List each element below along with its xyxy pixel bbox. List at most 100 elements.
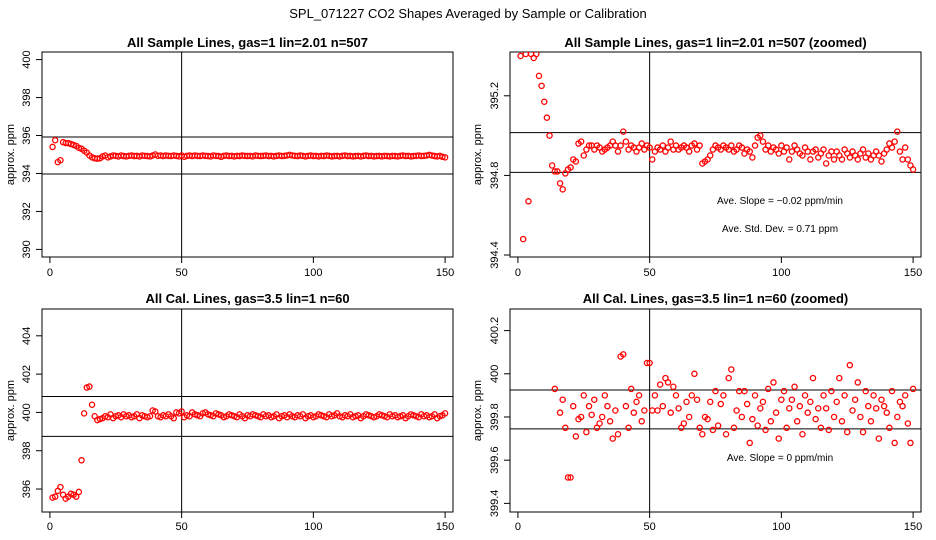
data-point bbox=[909, 166, 917, 173]
data-point bbox=[598, 413, 606, 421]
data-point bbox=[820, 146, 827, 153]
data-point bbox=[728, 366, 735, 373]
data-point bbox=[886, 424, 893, 432]
data-point bbox=[846, 154, 854, 161]
data-point bbox=[854, 379, 862, 386]
data-point bbox=[820, 392, 827, 399]
data-point bbox=[875, 152, 883, 159]
x-tick-label: 0 bbox=[47, 267, 53, 279]
data-point bbox=[706, 152, 714, 159]
y-axis-label: approx. ppm bbox=[472, 380, 484, 441]
data-point bbox=[770, 379, 777, 386]
data-point bbox=[635, 392, 643, 399]
data-point bbox=[751, 142, 759, 149]
data-point bbox=[883, 409, 891, 416]
data-point bbox=[764, 385, 772, 393]
data-point bbox=[738, 144, 746, 151]
data-point bbox=[633, 398, 640, 406]
data-point bbox=[735, 387, 743, 395]
data-point bbox=[567, 164, 574, 171]
data-point bbox=[546, 132, 553, 139]
y-tick-label: 399.8 bbox=[489, 403, 501, 431]
data-point bbox=[762, 426, 769, 434]
data-point bbox=[778, 142, 785, 149]
plot-title: All Sample Lines, gas=1 lin=2.01 n=507 bbox=[127, 35, 368, 50]
y-tick-label: 396 bbox=[21, 480, 33, 498]
data-point bbox=[786, 405, 793, 412]
data-point bbox=[851, 396, 859, 403]
data-point bbox=[80, 410, 88, 417]
x-tick-label: 100 bbox=[772, 521, 790, 533]
data-point bbox=[73, 493, 80, 500]
y-tick-label: 402 bbox=[21, 365, 33, 383]
data-point bbox=[849, 407, 856, 414]
plot-panel-3: All Cal. Lines, gas=3.5 lin=1 n=60 0 50 100… bbox=[5, 291, 454, 533]
data-point bbox=[788, 148, 796, 155]
data-point bbox=[51, 137, 59, 144]
data-point bbox=[612, 142, 619, 149]
data-point bbox=[564, 474, 572, 481]
data-point bbox=[667, 409, 674, 416]
data-point bbox=[899, 402, 906, 410]
data-point bbox=[733, 407, 740, 414]
data-point bbox=[569, 402, 577, 410]
data-point bbox=[865, 150, 872, 157]
y-tick-label: 395.2 bbox=[489, 82, 501, 110]
data-point bbox=[630, 409, 638, 416]
plot-title: All Sample Lines, gas=1 lin=2.01 n=507 (… bbox=[564, 35, 866, 50]
data-point bbox=[588, 411, 595, 419]
data-point bbox=[809, 374, 817, 382]
data-point bbox=[720, 392, 727, 399]
data-point bbox=[664, 379, 672, 386]
data-point bbox=[683, 398, 690, 406]
data-point bbox=[751, 392, 759, 399]
data-point bbox=[894, 413, 901, 421]
data-point bbox=[775, 435, 782, 442]
data-point bbox=[775, 150, 782, 157]
data-point bbox=[691, 370, 698, 378]
data-point bbox=[901, 392, 909, 399]
data-points bbox=[551, 351, 917, 481]
data-point bbox=[170, 414, 177, 422]
plot-title: All Cal. Lines, gas=3.5 lin=1 n=60 bbox=[145, 291, 349, 306]
data-point bbox=[667, 138, 674, 145]
data-point bbox=[606, 418, 614, 425]
data-point bbox=[551, 385, 559, 393]
data-point bbox=[638, 418, 645, 425]
y-tick-label: 390 bbox=[21, 240, 33, 258]
data-point bbox=[822, 405, 830, 412]
data-point bbox=[757, 132, 764, 139]
data-point bbox=[580, 152, 588, 159]
data-point bbox=[788, 396, 796, 403]
data-point bbox=[664, 144, 672, 151]
data-point bbox=[541, 98, 548, 106]
data-points bbox=[517, 52, 917, 243]
data-points bbox=[49, 137, 449, 166]
data-point bbox=[543, 114, 551, 121]
data-point bbox=[828, 387, 835, 395]
data-point bbox=[878, 396, 885, 403]
data-point bbox=[822, 160, 830, 167]
data-point bbox=[604, 402, 611, 410]
data-point bbox=[596, 420, 603, 427]
data-point bbox=[746, 148, 754, 155]
data-point bbox=[649, 156, 656, 163]
data-point bbox=[562, 424, 569, 432]
data-point bbox=[78, 457, 85, 464]
data-point bbox=[439, 153, 446, 161]
x-tick-label: 100 bbox=[304, 521, 322, 533]
y-tick-label: 400 bbox=[21, 403, 33, 421]
data-point bbox=[86, 383, 93, 390]
data-point bbox=[620, 351, 627, 358]
data-point bbox=[888, 387, 896, 395]
data-point bbox=[846, 361, 854, 369]
data-point bbox=[672, 392, 680, 399]
data-point bbox=[757, 405, 764, 412]
data-point bbox=[857, 413, 864, 421]
y-tick-label: 394.4 bbox=[489, 241, 501, 269]
data-point bbox=[899, 156, 906, 163]
data-point bbox=[535, 72, 543, 80]
data-point bbox=[888, 144, 896, 151]
stat-annotation: Ave. Std. Dev. = 0.71 ppm bbox=[722, 224, 838, 235]
data-point bbox=[722, 431, 730, 438]
